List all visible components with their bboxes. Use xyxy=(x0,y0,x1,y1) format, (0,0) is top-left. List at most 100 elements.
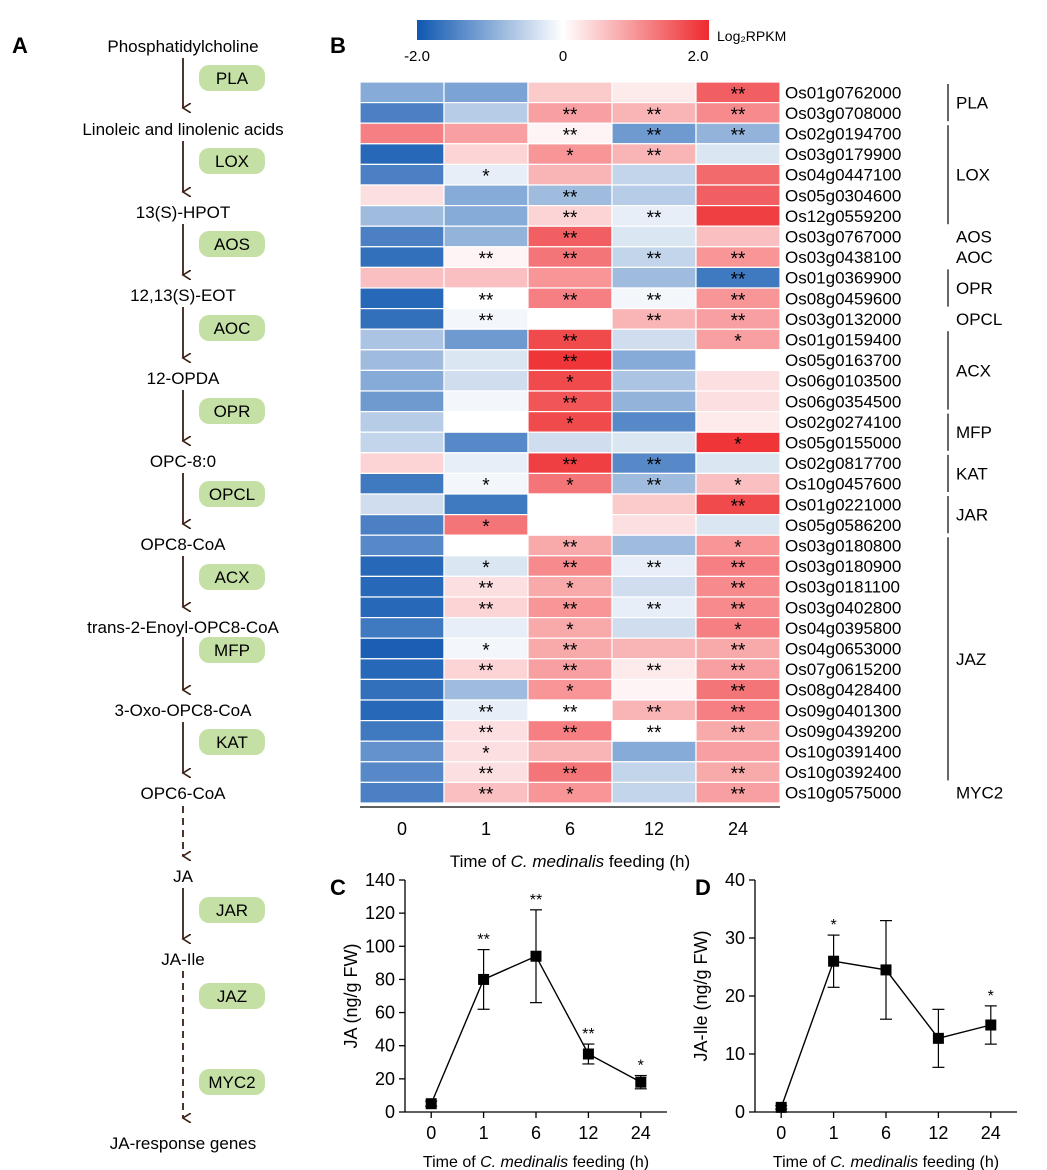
y-tick-label: 100 xyxy=(365,936,395,956)
heatmap-cell xyxy=(443,390,529,413)
heatmap-cell xyxy=(443,184,529,207)
heatmap-cell xyxy=(359,637,445,660)
heatmap-cell xyxy=(443,493,529,516)
enzyme-label: OPCL xyxy=(209,485,255,504)
heatmap-cell xyxy=(443,369,529,392)
significance-mark: ** xyxy=(563,126,578,147)
significance-mark: ** xyxy=(563,641,578,662)
heatmap-cell xyxy=(695,369,781,392)
compound-label: OPC6-CoA xyxy=(140,784,226,803)
heatmap-cell xyxy=(359,163,445,186)
gene-label: Os02g0817700 xyxy=(785,454,901,473)
data-point xyxy=(425,1098,437,1110)
significance-mark: ** xyxy=(647,290,662,311)
significance-mark: * xyxy=(566,620,574,641)
legend-mid-label: 0 xyxy=(559,48,567,65)
heatmap-cell xyxy=(611,781,697,804)
gene-label: Os04g0395800 xyxy=(785,619,901,638)
heatmap-cell xyxy=(359,246,445,269)
y-tick-label: 60 xyxy=(375,1003,395,1023)
heatmap-cell xyxy=(359,555,445,577)
significance-mark: ** xyxy=(647,476,662,497)
heatmap-cell xyxy=(695,452,781,474)
significance-mark: ** xyxy=(647,599,662,620)
axis-label-part: feeding (h) xyxy=(918,1154,999,1170)
enzyme-badge xyxy=(199,148,265,174)
gene-label: Os10g0575000 xyxy=(785,784,901,803)
significance-mark: ** xyxy=(563,332,578,353)
significance-mark: ** xyxy=(647,249,662,270)
heatmap-cell xyxy=(359,431,445,454)
significance-mark: ** xyxy=(647,105,662,126)
significance-mark: * xyxy=(566,785,574,806)
significance-mark: ** xyxy=(647,702,662,723)
significance-mark: ** xyxy=(563,290,578,311)
significance-mark: * xyxy=(566,146,574,167)
heatmap-x-tick: 6 xyxy=(565,819,575,839)
heatmap-cell xyxy=(359,472,445,495)
gene-label: Os07g0615200 xyxy=(785,660,901,679)
significance-mark: ** xyxy=(731,785,746,806)
heatmap-cell xyxy=(359,143,445,166)
heatmap-cell xyxy=(611,431,697,454)
compound-label: Phosphatidylcholine xyxy=(107,37,258,56)
gene-label: Os01g0159400 xyxy=(785,331,901,350)
y-axis-label: JA (ng/g FW) xyxy=(341,943,361,1048)
enzyme-label: ACX xyxy=(215,568,250,587)
enzyme-label: PLA xyxy=(216,69,249,88)
gene-label: Os03g0438100 xyxy=(785,248,901,267)
x-tick-label: 1 xyxy=(829,1123,839,1143)
heatmap-cell xyxy=(611,678,697,701)
significance-mark: ** xyxy=(563,229,578,250)
significance-mark: ** xyxy=(647,723,662,744)
significance-mark: ** xyxy=(479,723,494,744)
heatmap-cell xyxy=(611,575,697,598)
heatmap-cell xyxy=(443,411,529,433)
heatmap-cell xyxy=(359,740,445,763)
significance-mark: ** xyxy=(563,249,578,270)
heatmap-cell xyxy=(611,328,697,351)
heatmap-cell xyxy=(359,575,445,598)
heatmap-cell xyxy=(443,81,529,104)
y-tick-label: 0 xyxy=(735,1102,745,1122)
gene-label: Os03g0181100 xyxy=(785,578,900,597)
heatmap-cell xyxy=(443,678,529,701)
group-label: KAT xyxy=(956,464,988,483)
enzyme-badge xyxy=(199,983,265,1009)
gene-label: Os05g0586200 xyxy=(785,516,901,535)
heatmap-cell xyxy=(527,308,613,330)
heatmap-cell xyxy=(443,225,529,248)
y-tick-label: 10 xyxy=(725,1044,745,1064)
heatmap-cell xyxy=(611,637,697,660)
gene-label: Os02g0274100 xyxy=(785,413,901,432)
heatmap-cell xyxy=(695,143,781,166)
heatmap-cell xyxy=(443,452,529,474)
significance-mark: ** xyxy=(479,702,494,723)
significance-mark: ** xyxy=(731,105,746,126)
gene-label: Os04g0447100 xyxy=(785,166,901,185)
compound-label: Linoleic and linolenic acids xyxy=(82,120,283,139)
gene-label: Os06g0103500 xyxy=(785,372,901,391)
enzyme-label: MFP xyxy=(214,641,250,660)
heatmap-cell xyxy=(611,740,697,763)
y-tick-label: 20 xyxy=(375,1069,395,1089)
y-tick-label: 40 xyxy=(375,1036,395,1056)
significance-mark: ** xyxy=(479,785,494,806)
significance-mark: * xyxy=(734,332,742,353)
data-point xyxy=(828,955,840,967)
heatmap-cell xyxy=(443,431,529,454)
axis-label-part: feeding (h) xyxy=(604,852,690,871)
heatmap-cell xyxy=(359,596,445,619)
group-label: ACX xyxy=(956,361,991,380)
significance-mark: ** xyxy=(731,764,746,785)
significance-mark: ** xyxy=(731,558,746,579)
heatmap-cell xyxy=(359,287,445,310)
gene-label: Os09g0439200 xyxy=(785,722,901,741)
significance-mark: ** xyxy=(479,579,494,600)
heatmap-x-tick: 24 xyxy=(728,819,748,839)
heatmap-cell xyxy=(359,616,445,639)
heatmap-cell xyxy=(359,411,445,433)
significance-mark: ** xyxy=(731,682,746,703)
significance-mark: * xyxy=(734,538,742,559)
